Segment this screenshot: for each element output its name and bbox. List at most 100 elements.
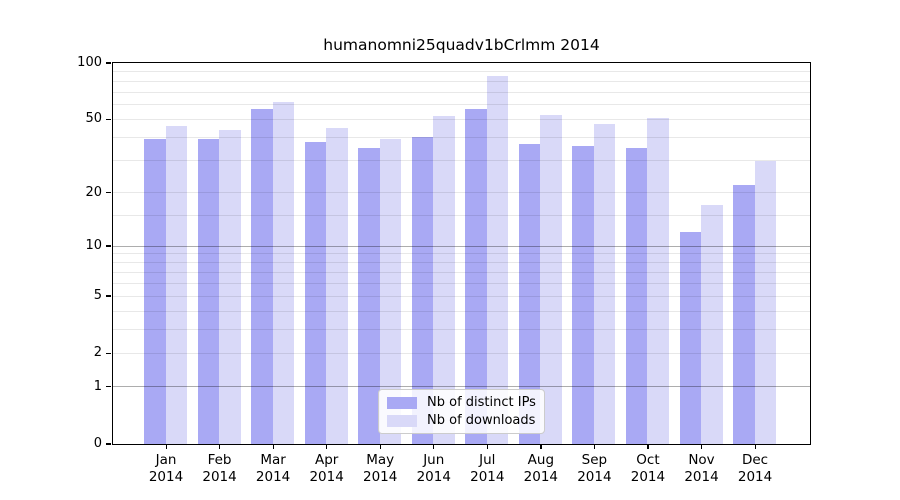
- gridline-minor: [113, 214, 810, 216]
- bar-distinct-ips-dec: [733, 185, 755, 444]
- y-tick: [106, 443, 111, 445]
- y-tick-label: 5: [93, 288, 102, 304]
- x-tick-dec: [754, 445, 756, 449]
- gridline-minor: [113, 262, 810, 264]
- x-tick-label-mar: Mar 2014: [245, 452, 301, 485]
- y-tick-label: 10: [85, 238, 102, 254]
- gridline-minor: [113, 80, 810, 82]
- x-tick-label-may: May 2014: [352, 452, 408, 485]
- bar-distinct-ips-oct: [625, 148, 648, 444]
- plot-area: [112, 62, 811, 445]
- gridline-minor: [113, 310, 810, 312]
- x-tick-month: Feb: [207, 452, 232, 468]
- x-tick-label-aug: Aug 2014: [513, 452, 569, 485]
- gridline-minor: [113, 104, 810, 106]
- bar-distinct-ips-sep: [572, 145, 594, 444]
- gridline-major: [113, 386, 810, 388]
- gridline-minor: [113, 136, 810, 138]
- bar-downloads-aug: [540, 114, 562, 444]
- bar-distinct-ips-jun: [411, 137, 434, 444]
- legend-entry-distinct-ips: Nb of distinct IPs: [387, 394, 536, 410]
- gridline-minor: [113, 295, 810, 297]
- x-tick-year: 2014: [363, 468, 398, 485]
- x-tick-month: Jun: [423, 452, 445, 468]
- gridline-minor: [113, 329, 810, 331]
- x-tick-year: 2014: [309, 468, 344, 485]
- bar-downloads-sep: [593, 124, 616, 444]
- bar-downloads-oct: [647, 117, 669, 444]
- legend-swatch-distinct-ips: [387, 396, 417, 409]
- x-tick-month: Jul: [479, 452, 496, 468]
- x-tick-year: 2014: [202, 468, 237, 485]
- gridline-minor: [113, 71, 810, 73]
- bar-distinct-ips-jul: [465, 108, 487, 444]
- y-tick: [106, 352, 111, 354]
- x-tick-month: Dec: [741, 452, 769, 468]
- x-tick-label-feb: Feb 2014: [192, 452, 248, 485]
- y-tick: [106, 192, 111, 194]
- x-tick-label-apr: Apr 2014: [299, 452, 355, 485]
- x-tick-jul: [486, 445, 488, 449]
- y-tick: [106, 295, 111, 297]
- y-tick: [106, 386, 111, 388]
- gridline-minor: [113, 253, 810, 255]
- legend-label-distinct-ips: Nb of distinct IPs: [427, 394, 536, 410]
- y-tick-label: 100: [77, 55, 102, 70]
- x-tick-feb: [219, 445, 221, 449]
- y-tick-label: 0: [93, 436, 102, 451]
- bar-downloads-dec: [754, 160, 777, 444]
- x-tick-year: 2014: [148, 468, 184, 485]
- bar-distinct-ips-feb: [197, 139, 220, 444]
- x-tick-year: 2014: [630, 468, 666, 485]
- y-tick-label: 20: [85, 184, 102, 200]
- x-tick-year: 2014: [684, 468, 719, 485]
- bar-downloads-may: [379, 139, 402, 444]
- x-tick-month: Apr: [314, 452, 339, 468]
- bar-downloads-jul: [486, 76, 509, 444]
- bar-distinct-ips-mar: [251, 108, 273, 444]
- x-tick-year: 2014: [416, 468, 451, 485]
- bar-downloads-jan: [165, 126, 187, 444]
- gridline-minor: [113, 118, 810, 120]
- x-tick-may: [379, 445, 381, 449]
- x-tick-year: 2014: [737, 468, 773, 485]
- x-tick-month: Aug: [527, 452, 555, 468]
- bar-downloads-nov: [701, 205, 723, 444]
- x-tick-label-oct: Oct 2014: [620, 452, 676, 485]
- x-tick-label-nov: Nov 2014: [674, 452, 730, 485]
- bar-distinct-ips-apr: [304, 141, 327, 444]
- legend-entry-downloads: Nb of downloads: [387, 412, 536, 428]
- x-tick-label-dec: Dec 2014: [727, 452, 783, 485]
- x-tick-year: 2014: [577, 468, 612, 485]
- x-tick-label-sep: Sep 2014: [566, 452, 622, 485]
- x-tick-oct: [647, 445, 649, 449]
- legend-swatch-downloads: [387, 414, 417, 427]
- legend-label-downloads: Nb of downloads: [427, 412, 536, 428]
- gridline-minor: [113, 352, 810, 354]
- y-tick-label: 50: [85, 111, 102, 127]
- x-tick-month: Oct: [636, 452, 660, 468]
- x-tick-sep: [593, 445, 596, 449]
- bar-distinct-ips-aug: [518, 143, 541, 444]
- x-tick-month: Mar: [260, 452, 286, 468]
- gridline-major: [113, 245, 810, 247]
- x-tick-nov: [701, 445, 703, 449]
- chart-title: humanomni25quadv1bCrlmm 2014: [323, 36, 600, 54]
- y-tick-label: 1: [93, 378, 102, 394]
- y-tick: [106, 62, 111, 64]
- gridline-minor: [113, 282, 810, 284]
- bar-downloads-mar: [272, 101, 295, 444]
- x-tick-month: May: [366, 452, 395, 468]
- bar-downloads-feb: [219, 129, 241, 444]
- bar-distinct-ips-may: [358, 148, 380, 444]
- x-tick-jan: [165, 445, 167, 449]
- x-tick-month: Sep: [581, 452, 608, 468]
- x-tick-label-jan: Jan 2014: [138, 452, 194, 485]
- x-tick-year: 2014: [523, 468, 559, 485]
- gridline-minor: [113, 160, 810, 161]
- x-tick-apr: [326, 445, 328, 449]
- x-tick-label-jul: Jul 2014: [459, 452, 515, 485]
- x-tick-year: 2014: [470, 468, 505, 485]
- bar-downloads-jun: [433, 116, 455, 444]
